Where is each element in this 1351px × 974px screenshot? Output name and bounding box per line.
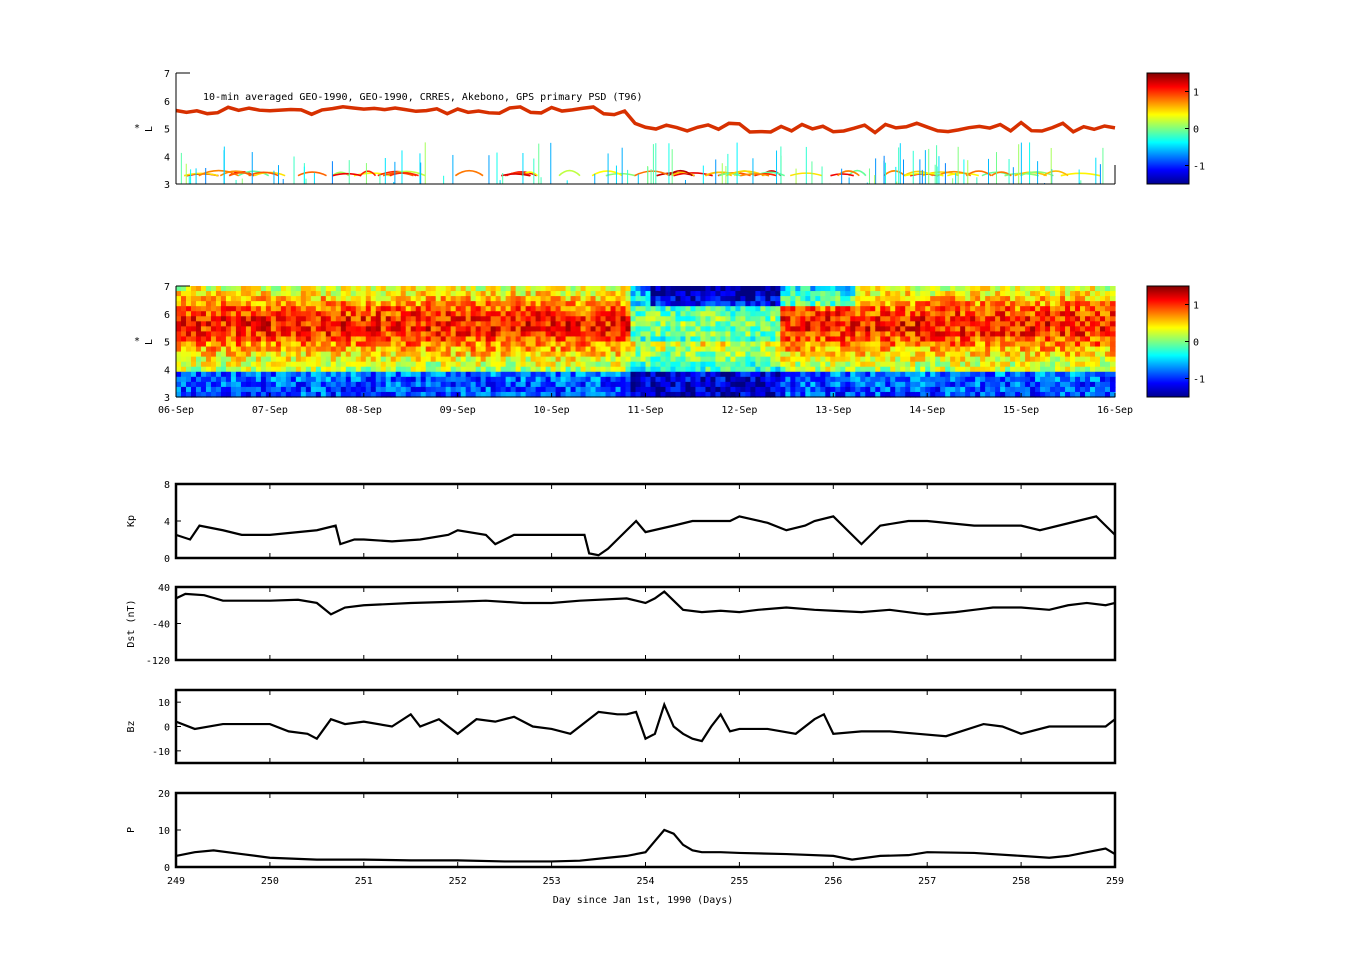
ytick-label: 5 <box>164 338 170 349</box>
pressure-series-line <box>175 828 1116 863</box>
xtick-label: 259 <box>1106 876 1124 887</box>
xtick-label: 255 <box>730 876 748 887</box>
ytick-label: 5 <box>164 125 170 136</box>
colorbar-tick-label: 0 <box>1193 125 1199 136</box>
colorbar-tick-label: 1 <box>1193 301 1199 312</box>
ytick-label: 0 <box>164 863 170 874</box>
xtick-label: 14-Sep <box>909 405 945 416</box>
index-panels: 0 4 8 Kp -120 -40 40 Dst (nT) -10 0 10 Bz 0 10 20 P 249 2… <box>126 480 1124 887</box>
rea-colorbar <box>1146 285 1190 398</box>
ytick-label: 3 <box>164 393 170 404</box>
colorbar-tick-label: -1 <box>1193 162 1205 173</box>
ytick-label: 6 <box>164 97 170 108</box>
bz-panel: -10 0 10 Bz <box>126 688 1117 765</box>
ytick-label: 10 <box>158 826 170 837</box>
xtick-label: 257 <box>918 876 936 887</box>
obs-ylabel-star: * <box>134 123 140 134</box>
dst-frame <box>174 585 1117 662</box>
xtick-label: 16-Sep <box>1097 405 1133 416</box>
ytick-label: 6 <box>164 310 170 321</box>
kp-frame <box>174 482 1117 560</box>
xtick-label: 08-Sep <box>346 405 382 416</box>
ytick-label: -40 <box>152 620 170 631</box>
kp-series-line <box>175 515 1116 557</box>
xtick-label: 13-Sep <box>815 405 851 416</box>
xtick-label: 254 <box>636 876 654 887</box>
xtick-label: 10-Sep <box>534 405 570 416</box>
xtick-label: 15-Sep <box>1003 405 1039 416</box>
xtick-label: 251 <box>355 876 373 887</box>
xtick-label: 09-Sep <box>440 405 476 416</box>
xtick-label: 252 <box>449 876 467 887</box>
ytick-label: 0 <box>164 723 170 734</box>
ytick-label: 3 <box>164 180 170 191</box>
ytick-label: 0 <box>164 554 170 565</box>
ytick-label: 20 <box>158 789 170 800</box>
ytick-label: 8 <box>164 480 170 491</box>
psd-observations-cells <box>175 104 1116 184</box>
obs-colorbar-ticks: 1 0 -1 <box>1185 88 1205 173</box>
ytick-label: 10 <box>158 698 170 709</box>
bz-ylabel: Bz <box>126 720 137 732</box>
xtick-label: 11-Sep <box>627 405 663 416</box>
x-axis-label: Day since Jan 1st, 1990 (Days) <box>553 895 734 906</box>
dst-ylabel: Dst (nT) <box>126 599 137 647</box>
xtick-label: 256 <box>824 876 842 887</box>
obs-ylabel: L <box>144 126 155 132</box>
obs-title: 10-min averaged GEO-1990, GEO-1990, CRRE… <box>203 92 643 103</box>
colorbar-tick-label: -1 <box>1193 375 1205 386</box>
xtick-label: 07-Sep <box>252 405 288 416</box>
ytick-label: -120 <box>146 656 170 667</box>
psd-observations-panel: 10-min averaged GEO-1990, GEO-1990, CRRE… <box>134 69 1205 191</box>
dst-panel: -120 -40 40 Dst (nT) <box>126 583 1117 667</box>
pressure-panel: 0 10 20 P 249 250 251 252 253 254 255 256 257 258 259 <box>126 789 1124 887</box>
xtick-label: 253 <box>543 876 561 887</box>
obs-ytick-labels: 3 4 5 6 7 <box>164 69 170 191</box>
obs-colorbar <box>1146 72 1190 185</box>
xtick-label: 250 <box>261 876 279 887</box>
ytick-label: 7 <box>164 69 170 80</box>
svg-text:*: * <box>134 336 140 347</box>
ytick-label: 4 <box>164 152 170 163</box>
kp-panel: 0 4 8 Kp <box>126 480 1117 565</box>
rea-xtick-labels: 06-Sep 07-Sep 08-Sep 09-Sep 10-Sep 11-Sep 12-S… <box>158 393 1133 416</box>
pressure-frame <box>174 791 1117 869</box>
xtick-label: 258 <box>1012 876 1030 887</box>
psd-reanalysis-panel: * L 3 4 5 6 7 06-Sep 07-Sep 08-Sep 09-Sep 10-Sep… <box>134 282 1205 416</box>
ytick-label: 4 <box>164 365 170 376</box>
dst-series-line <box>175 590 1116 616</box>
ytick-label: 4 <box>164 517 170 528</box>
xtick-label: 249 <box>167 876 185 887</box>
rea-colorbar-ticks: 1 0 -1 <box>1185 301 1205 386</box>
bz-series-line <box>175 701 1116 743</box>
pressure-ylabel: P <box>126 827 137 833</box>
psd-reanalysis-cells <box>176 286 1116 398</box>
kp-ylabel: Kp <box>126 515 137 527</box>
colorbar-tick-label: 0 <box>1193 338 1199 349</box>
ytick-label: -10 <box>152 747 170 758</box>
ytick-label: 40 <box>158 583 170 594</box>
xtick-label: 06-Sep <box>158 405 194 416</box>
svg-text:L: L <box>144 339 155 345</box>
xtick-label: 12-Sep <box>721 405 757 416</box>
ytick-label: 7 <box>164 282 170 293</box>
colorbar-tick-label: 1 <box>1193 88 1199 99</box>
rea-ytick-labels: 3 4 5 6 7 <box>164 282 170 404</box>
